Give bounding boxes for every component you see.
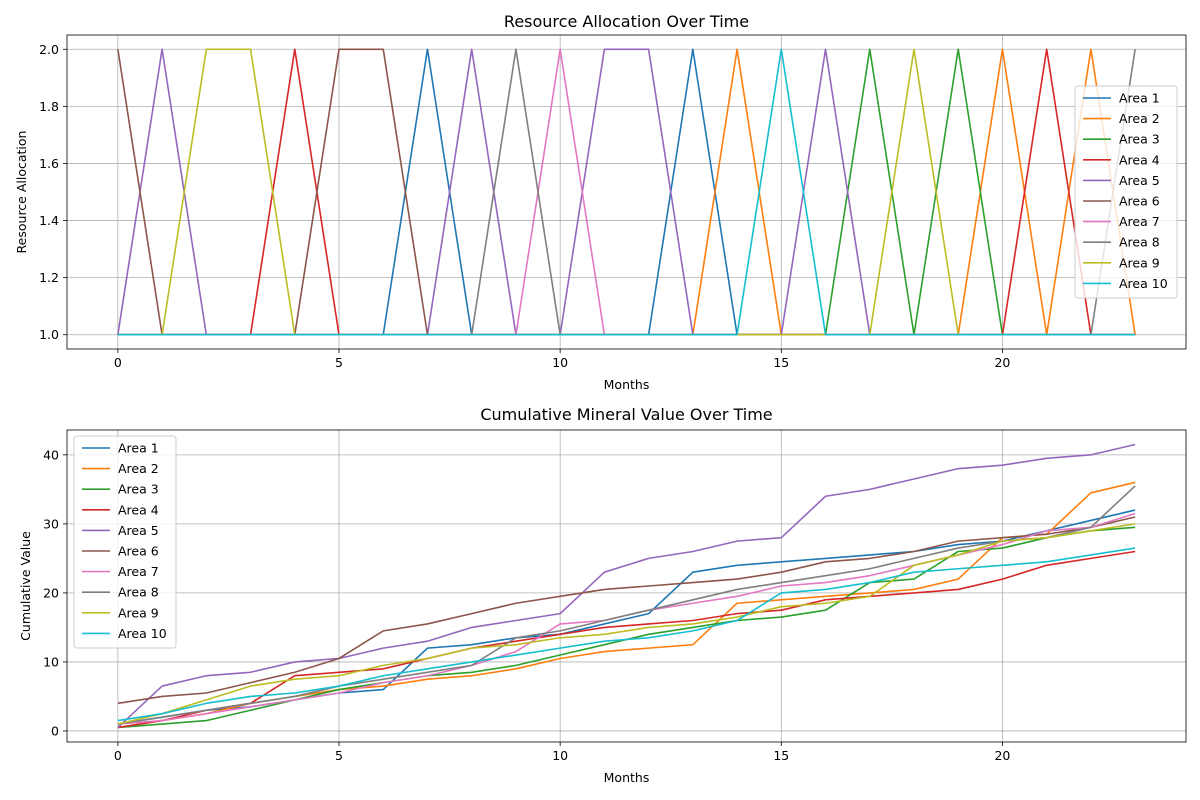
y-tick-label: 40 [43,447,59,462]
x-axis: 0 5 10 15 20 [114,349,1010,370]
y-axis-label: Resource Allocation [14,131,29,254]
x-tick-label: 0 [114,355,122,370]
legend-item: Area 6 [1083,194,1160,209]
x-axis-label: Months [604,770,650,785]
y-tick-label: 1.4 [39,213,59,228]
x-tick-label: 0 [114,748,122,763]
legend-item: Area 1 [1083,91,1160,106]
legend-item: Area 2 [1083,111,1160,126]
legend-item: Area 3 [82,482,159,497]
y-tick-label: 30 [43,516,59,531]
legend-label: Area 1 [1119,91,1160,106]
legend-label: Area 1 [118,441,159,456]
legend-label: Area 5 [118,523,159,538]
y-tick-label: 1.0 [39,327,59,342]
y-tick-label: 1.6 [39,156,59,171]
legend-item: Area 4 [1083,152,1160,167]
legend-item: Area 10 [82,626,167,641]
legend-item: Area 10 [1083,276,1168,291]
legend-label: Area 8 [118,585,159,600]
legend: Area 1 Area 2 Area 3 Area 4 Area 5 Area 6 Area… [73,435,177,649]
legend-item: Area 5 [82,523,159,538]
series-line-area-1 [117,509,1136,725]
series-line-area-8 [117,48,1136,336]
y-tick-label: 1.2 [39,270,59,285]
legend-item: Area 7 [1083,214,1160,229]
legend-item: Area 5 [1083,173,1160,188]
x-axis-label: Months [604,377,650,392]
x-tick-label: 20 [994,355,1010,370]
series-line-area-8 [117,485,1136,725]
y-tick-label: 0 [51,723,59,738]
series-line-area-9 [117,48,1136,336]
legend-item: Area 9 [82,605,159,620]
y-axis-label: Cumulative Value [18,531,33,641]
cumulative-value-chart: 0 5 10 15 20 0 10 20 30 40 Cumulative Mineral Valu… [18,405,1187,785]
series-line-area-1 [117,48,1136,336]
x-axis: 0 5 10 15 20 [114,742,1010,763]
series-line-area-3 [117,48,1136,336]
x-tick-label: 20 [994,748,1010,763]
series-group [117,48,1136,336]
legend-item: Area 8 [1083,235,1160,250]
legend-label: Area 3 [118,482,159,497]
y-tick-label: 10 [43,654,59,669]
resource-allocation-chart: 0 5 10 15 20 1.0 1.2 1.4 1.6 1.8 2.0 Resource Alloc… [14,12,1187,392]
x-tick-label: 10 [552,355,568,370]
legend-item: Area 9 [1083,255,1160,270]
series-group [117,443,1136,729]
y-tick-label: 20 [43,585,59,600]
series-line-area-9 [117,523,1136,725]
x-tick-label: 10 [552,748,568,763]
legend-label: Area 6 [118,544,159,559]
legend-label: Area 5 [1119,173,1160,188]
y-axis: 0 10 20 30 40 [43,447,67,738]
legend-item: Area 8 [82,585,159,600]
y-axis: 1.0 1.2 1.4 1.6 1.8 2.0 [39,42,67,342]
series-line-area-2 [117,48,1136,336]
legend-label: Area 9 [118,605,159,620]
y-tick-label: 1.8 [39,99,59,114]
grid [67,430,1186,742]
legend-item: Area 3 [1083,132,1160,147]
legend-item: Area 7 [82,564,159,579]
legend-label: Area 2 [1119,111,1160,126]
legend-label: Area 7 [118,564,159,579]
legend-label: Area 9 [1119,255,1160,270]
y-tick-label: 2.0 [39,42,59,57]
x-tick-label: 5 [335,355,343,370]
x-tick-label: 15 [773,355,789,370]
series-line-area-7 [117,48,1136,336]
legend-label: Area 4 [118,502,159,517]
legend-item: Area 4 [82,502,159,517]
series-line-area-10 [117,547,1136,722]
series-line-area-5 [117,48,1136,336]
legend-label: Area 8 [1119,235,1160,250]
legend: Area 1 Area 2 Area 3 Area 4 Area 5 Area 6 Area… [1074,85,1178,299]
legend-label: Area 10 [1119,276,1168,291]
chart-title: Resource Allocation Over Time [504,12,749,31]
series-line-area-6 [117,48,1136,336]
series-line-area-5 [117,443,1136,729]
legend-label: Area 7 [1119,214,1160,229]
legend-label: Area 2 [118,461,159,476]
legend-label: Area 6 [1119,194,1160,209]
legend-label: Area 10 [118,626,167,641]
series-line-area-10 [117,48,1136,336]
x-tick-label: 5 [335,748,343,763]
legend-item: Area 2 [82,461,159,476]
plot-frame [66,429,1187,743]
plot-frame [66,34,1187,350]
chart-title: Cumulative Mineral Value Over Time [480,405,772,424]
legend-item: Area 1 [82,441,159,456]
series-line-area-6 [117,516,1136,705]
series-line-area-4 [117,48,1136,336]
legend-item: Area 6 [82,544,159,559]
grid [67,35,1186,349]
legend-label: Area 3 [1119,132,1160,147]
x-tick-label: 15 [773,748,789,763]
legend-label: Area 4 [1119,152,1160,167]
